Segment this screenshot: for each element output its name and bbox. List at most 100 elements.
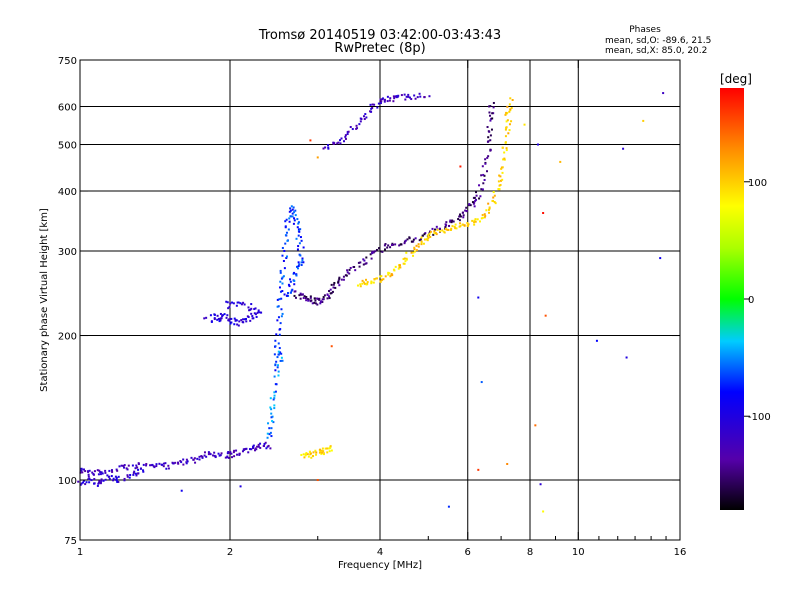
data-point	[471, 201, 474, 204]
data-point	[400, 243, 403, 246]
data-point	[288, 285, 291, 288]
data-point	[483, 216, 486, 219]
data-point	[291, 208, 294, 211]
data-point	[419, 95, 422, 98]
data-point	[338, 284, 341, 287]
data-point	[270, 408, 273, 411]
data-point	[273, 375, 276, 378]
data-point	[126, 468, 129, 471]
x-tick-label: 2	[227, 547, 233, 558]
data-point	[220, 317, 223, 320]
data-point	[118, 465, 121, 468]
data-point	[488, 130, 491, 133]
data-point	[458, 215, 461, 218]
data-point	[414, 97, 417, 100]
data-point	[414, 250, 417, 253]
data-point	[328, 295, 331, 298]
data-point	[374, 250, 377, 253]
data-point	[337, 279, 340, 282]
data-point	[364, 113, 367, 116]
data-point	[438, 227, 441, 230]
y-tick-label: 300	[58, 247, 77, 258]
data-point	[253, 312, 256, 315]
data-point	[505, 111, 508, 114]
data-point	[123, 466, 126, 469]
data-point	[227, 307, 230, 310]
data-point	[280, 297, 283, 300]
data-point	[359, 261, 362, 264]
data-point	[427, 233, 430, 236]
data-point	[383, 244, 386, 247]
data-point	[125, 467, 128, 470]
data-point	[264, 441, 267, 444]
data-point	[324, 447, 327, 450]
data-point	[353, 265, 356, 268]
data-point	[332, 142, 335, 145]
data-point	[559, 160, 562, 163]
data-point	[277, 353, 280, 356]
data-point	[161, 463, 164, 466]
data-point	[489, 105, 492, 108]
data-point	[274, 345, 277, 348]
data-point	[201, 456, 204, 459]
data-point	[379, 275, 382, 278]
data-point	[299, 228, 302, 231]
data-point	[293, 271, 296, 274]
data-point	[346, 271, 349, 274]
data-point	[233, 455, 236, 458]
data-point	[304, 454, 307, 457]
data-point	[370, 107, 373, 110]
data-point	[110, 469, 113, 472]
data-point	[221, 314, 224, 317]
data-point	[273, 394, 276, 397]
data-point	[328, 290, 331, 293]
data-point	[457, 218, 460, 221]
data-point	[137, 462, 140, 465]
data-point	[403, 242, 406, 245]
data-point	[281, 290, 284, 293]
data-point	[487, 140, 490, 143]
data-point	[480, 217, 483, 220]
data-point	[286, 292, 289, 295]
data-point	[252, 317, 255, 320]
data-point	[280, 356, 283, 359]
data-point	[506, 105, 509, 108]
data-point	[413, 248, 416, 251]
data-point	[326, 447, 329, 450]
data-point	[379, 98, 382, 101]
data-point	[297, 222, 300, 225]
data-point	[489, 148, 492, 151]
data-point	[499, 175, 502, 178]
data-point	[403, 257, 406, 260]
data-point	[595, 339, 598, 342]
data-point	[288, 217, 291, 220]
data-point	[185, 458, 188, 461]
data-point	[112, 479, 115, 482]
data-point	[131, 464, 134, 467]
data-point	[316, 479, 319, 482]
data-point	[386, 246, 389, 249]
data-point	[302, 246, 305, 249]
data-point	[398, 244, 401, 247]
data-point	[271, 420, 274, 423]
data-point	[372, 281, 375, 284]
data-point	[93, 470, 96, 473]
data-point	[81, 471, 84, 474]
data-point	[219, 312, 222, 315]
data-point	[458, 225, 461, 228]
data-point	[205, 316, 208, 319]
x-axis-label: Frequency [MHz]	[338, 560, 422, 571]
data-point	[254, 447, 257, 450]
data-point	[99, 473, 102, 476]
data-point	[321, 447, 324, 450]
data-point	[307, 299, 310, 302]
data-point	[207, 451, 210, 454]
data-point	[171, 461, 174, 464]
data-point	[233, 317, 236, 320]
data-point	[77, 480, 80, 483]
data-point	[487, 208, 490, 211]
data-point	[464, 209, 467, 212]
data-point	[247, 306, 250, 309]
data-point	[305, 452, 308, 455]
